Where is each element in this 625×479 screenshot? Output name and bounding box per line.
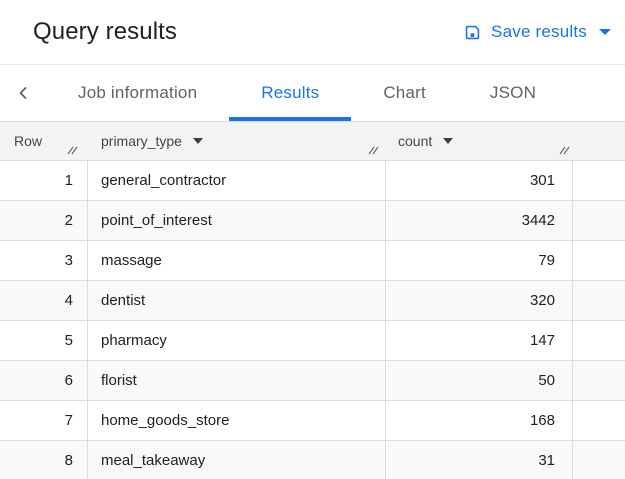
tab-chart[interactable]: Chart: [351, 65, 458, 121]
column-resize-handle-icon[interactable]: [67, 146, 78, 155]
table-body: 1 general_contractor 301 2 point_of_inte…: [0, 160, 625, 479]
table-row: 8 meal_takeaway 31: [0, 440, 625, 479]
table-header-row: Row primary_type count: [0, 122, 625, 160]
table-row: 7 home_goods_store 168: [0, 400, 625, 440]
table-row: 5 pharmacy 147: [0, 320, 625, 360]
count-cell: 147: [386, 321, 573, 360]
column-label-row: Row: [14, 133, 43, 149]
caret-down-icon: [599, 29, 611, 35]
results-table: Row primary_type count: [0, 122, 625, 479]
table-row: 4 dentist 320: [0, 280, 625, 320]
column-header-count: count: [386, 122, 573, 160]
primary-type-cell: pharmacy: [88, 321, 386, 360]
primary-type-cell: meal_takeaway: [88, 441, 386, 479]
column-resize-handle-icon[interactable]: [559, 146, 570, 155]
row-number-cell: 3: [0, 241, 88, 280]
count-cell: 50: [386, 361, 573, 400]
primary-type-cell: massage: [88, 241, 386, 280]
filler-cell: [573, 241, 625, 280]
row-number-cell: 8: [0, 441, 88, 479]
row-number-cell: 1: [0, 161, 88, 200]
count-cell: 301: [386, 161, 573, 200]
row-number-cell: 4: [0, 281, 88, 320]
chevron-left-icon[interactable]: [0, 65, 46, 121]
tab-job-information[interactable]: Job information: [46, 65, 229, 121]
table-row: 2 point_of_interest 3442: [0, 200, 625, 240]
page-title: Query results: [33, 18, 178, 45]
save-icon: [463, 23, 482, 42]
column-header-primary-type: primary_type: [88, 122, 386, 160]
filler-cell: [573, 161, 625, 200]
primary-type-cell: general_contractor: [88, 161, 386, 200]
count-cell: 168: [386, 401, 573, 440]
count-cell: 3442: [386, 201, 573, 240]
primary-type-cell: home_goods_store: [88, 401, 386, 440]
row-number-cell: 6: [0, 361, 88, 400]
filler-cell: [573, 321, 625, 360]
column-menu-caret-icon[interactable]: [443, 138, 454, 144]
filler-cell: [573, 401, 625, 440]
save-results-label: Save results: [491, 22, 587, 41]
filler-cell: [573, 361, 625, 400]
column-label-count: count: [398, 133, 433, 149]
primary-type-cell: dentist: [88, 281, 386, 320]
filler-cell: [573, 201, 625, 240]
table-row: 6 florist 50: [0, 360, 625, 400]
count-cell: 79: [386, 241, 573, 280]
count-cell: 31: [386, 441, 573, 479]
column-menu-caret-icon[interactable]: [192, 138, 203, 144]
filler-cell: [573, 441, 625, 479]
column-header-filler: [573, 122, 625, 160]
table-row: 3 massage 79: [0, 240, 625, 280]
title-bar: Query results Save results: [0, 0, 625, 65]
row-number-cell: 2: [0, 201, 88, 240]
primary-type-cell: point_of_interest: [88, 201, 386, 240]
filler-cell: [573, 281, 625, 320]
column-header-row: Row: [0, 122, 88, 160]
tab-bar: Job information Results Chart JSON: [0, 65, 625, 122]
primary-type-cell: florist: [88, 361, 386, 400]
tab-json[interactable]: JSON: [458, 65, 568, 121]
column-label-primary-type: primary_type: [101, 133, 182, 149]
save-results-button[interactable]: Save results: [463, 22, 611, 42]
row-number-cell: 5: [0, 321, 88, 360]
tab-results[interactable]: Results: [229, 65, 352, 121]
row-number-cell: 7: [0, 401, 88, 440]
column-resize-handle-icon[interactable]: [368, 146, 379, 155]
count-cell: 320: [386, 281, 573, 320]
table-row: 1 general_contractor 301: [0, 160, 625, 200]
